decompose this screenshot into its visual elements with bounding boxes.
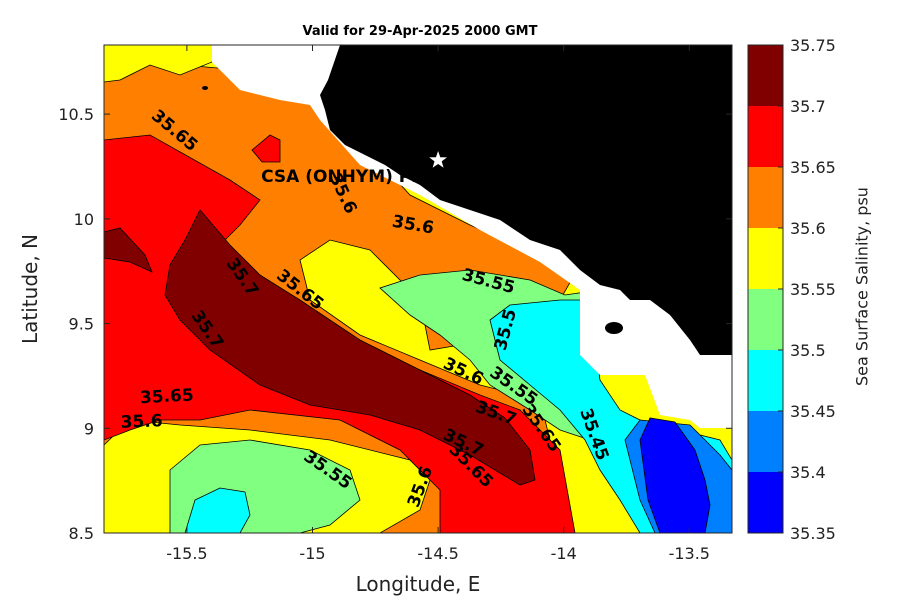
- star-icon: [425, 147, 451, 171]
- colorbar-tick-label: 35.4: [790, 463, 826, 482]
- map-title: Valid for 29-Apr-2025 2000 GMT: [302, 24, 538, 39]
- colorbar-swatch: [748, 350, 783, 411]
- y-axis: 8.5 9 9.5 10 10.5: [58, 105, 732, 543]
- band-35-45-35-5-south: [184, 487, 251, 533]
- x-tick-label: -14.5: [417, 544, 458, 563]
- x-tick-label: -14: [551, 544, 577, 563]
- colorbar-tick-label: 35.35: [790, 524, 836, 543]
- y-tick-label: 10: [74, 210, 94, 229]
- site-label: CSA (ONHYM) PPL L: [261, 167, 451, 187]
- colorbar-swatch: [748, 167, 783, 228]
- colorbar-swatch: [748, 472, 783, 533]
- colorbar-tick-label: 35.5: [790, 341, 826, 360]
- x-tick-label: -13.5: [669, 544, 710, 563]
- y-tick-label: 10.5: [58, 105, 94, 124]
- colorbar-label: Sea Surface Salinity, psu: [852, 187, 872, 386]
- y-tick-label: 8.5: [69, 524, 94, 543]
- x-tick-label: -15.5: [166, 544, 207, 563]
- colorbar-swatch: [748, 411, 783, 472]
- x-axis: -15.5 -15 -14.5 -14 -13.5: [166, 45, 710, 563]
- island: [605, 322, 623, 334]
- colorbar-tick-label: 35.45: [790, 402, 836, 421]
- band-35-7-35-75: [164, 209, 536, 486]
- island: [202, 86, 208, 90]
- contour-label: 35.6: [120, 411, 163, 432]
- y-tick-label: 9: [84, 419, 94, 438]
- contour-label: 35.65: [139, 385, 194, 408]
- colorbar-tick-label: 35.55: [790, 280, 836, 299]
- colorbar: 35.35 35.4 35.45 35.5 35.55 35.6 35.65 35.7 35.7…: [747, 36, 836, 543]
- plot-frame: [103, 44, 733, 534]
- salinity-field: [104, 45, 732, 533]
- coastline-land: [320, 45, 732, 355]
- colorbar-tick-label: 35.7: [790, 97, 826, 116]
- colorbar-tick-label: 35.6: [790, 219, 826, 238]
- band-35-7-35-75-west: [104, 227, 153, 273]
- x-axis-label: Longitude, E: [355, 572, 481, 596]
- colorbar-swatch: [748, 228, 783, 289]
- colorbar-swatch: [748, 289, 783, 350]
- y-axis-label: Latitude, N: [18, 234, 42, 344]
- site-marker-group: CSA (ONHYM) PPL L: [261, 147, 451, 187]
- band-35-65-35-7-north: [251, 134, 281, 163]
- y-tick-label: 9.5: [69, 315, 94, 334]
- colorbar-swatch: [748, 106, 783, 167]
- colorbar-tick-label: 35.75: [790, 36, 836, 55]
- colorbar-swatch: [748, 45, 783, 106]
- band-35-35-35-4: [639, 417, 711, 533]
- x-tick-label: -15: [299, 544, 325, 563]
- colorbar-tick-label: 35.65: [790, 158, 836, 177]
